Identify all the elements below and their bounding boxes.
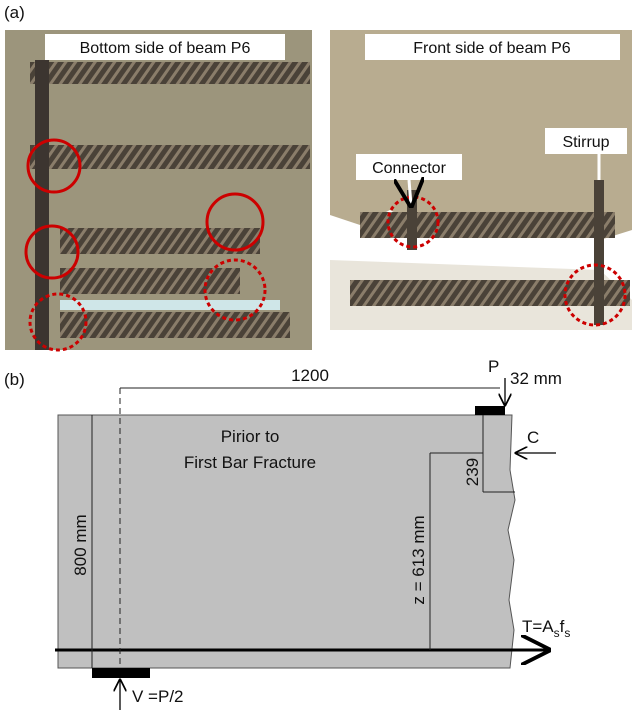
photo-caption: Bottom side of beam P6 bbox=[80, 40, 251, 57]
callout: Stirrup bbox=[562, 134, 609, 151]
lever-arm-label: z = 613 mm bbox=[409, 515, 428, 604]
right-photo: Front side of beam P6 Connector Stirrup bbox=[330, 30, 632, 350]
depth-label: 239 bbox=[463, 458, 482, 486]
photo-caption: Front side of beam P6 bbox=[413, 40, 571, 57]
note: First Bar Fracture bbox=[184, 453, 316, 472]
tension-text: T=A bbox=[522, 617, 554, 636]
left-photo: Bottom side of beam P6 bbox=[5, 30, 312, 350]
depth-label: 800 mm bbox=[71, 514, 90, 575]
figure: (a) Bottom side of beam P6 Front side of… bbox=[0, 0, 638, 714]
tension-label: T=Asfs bbox=[522, 617, 570, 640]
tension-sub: s bbox=[564, 626, 570, 640]
panel-label: (b) bbox=[4, 370, 25, 389]
callout: Connector bbox=[372, 160, 446, 177]
reaction-label: V =P/2 bbox=[132, 687, 184, 706]
support-plate bbox=[92, 668, 150, 678]
note: Pirior to bbox=[221, 427, 280, 446]
span-label: 1200 bbox=[291, 366, 329, 385]
compression-label: C bbox=[527, 428, 539, 447]
load-label: P bbox=[488, 357, 499, 376]
panel-label: (a) bbox=[4, 3, 25, 22]
load-plate bbox=[475, 406, 505, 415]
plate-label: 32 mm bbox=[510, 369, 562, 388]
